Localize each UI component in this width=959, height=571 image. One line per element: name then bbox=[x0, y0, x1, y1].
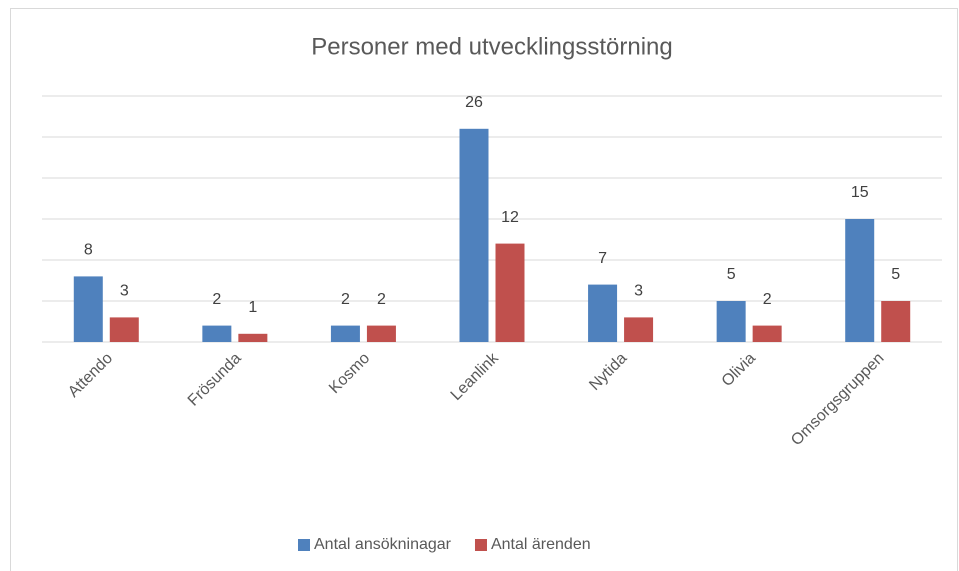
data-label: 15 bbox=[851, 184, 869, 201]
bar bbox=[881, 301, 911, 342]
data-label: 12 bbox=[501, 209, 519, 226]
bar bbox=[716, 301, 746, 342]
bar bbox=[752, 325, 782, 342]
legend-swatch bbox=[474, 539, 487, 551]
bar bbox=[202, 325, 232, 342]
bar bbox=[624, 317, 654, 342]
data-label: 5 bbox=[891, 266, 900, 283]
chart-title: Personer med utvecklingsstörning bbox=[311, 33, 673, 60]
bar bbox=[588, 284, 618, 342]
bar bbox=[495, 243, 525, 342]
data-label: 3 bbox=[120, 283, 129, 300]
legend-swatch bbox=[298, 539, 310, 551]
bar bbox=[238, 333, 268, 342]
data-label: 3 bbox=[634, 283, 643, 300]
data-label: 1 bbox=[248, 299, 257, 316]
bar bbox=[845, 219, 875, 342]
bar bbox=[366, 325, 396, 342]
data-label: 8 bbox=[84, 242, 93, 259]
data-label: 2 bbox=[341, 291, 350, 308]
data-label: 26 bbox=[465, 94, 483, 111]
bar bbox=[73, 276, 103, 342]
legend-label: Antal ansökninagar bbox=[314, 536, 452, 553]
data-label: 5 bbox=[727, 266, 736, 283]
bar bbox=[109, 317, 139, 342]
legend-label: Antal ärenden bbox=[491, 536, 591, 553]
data-label: 2 bbox=[763, 291, 772, 308]
data-label: 2 bbox=[377, 291, 386, 308]
bar bbox=[459, 128, 489, 342]
data-label: 2 bbox=[212, 291, 221, 308]
data-label: 7 bbox=[598, 250, 607, 267]
bar bbox=[330, 325, 360, 342]
